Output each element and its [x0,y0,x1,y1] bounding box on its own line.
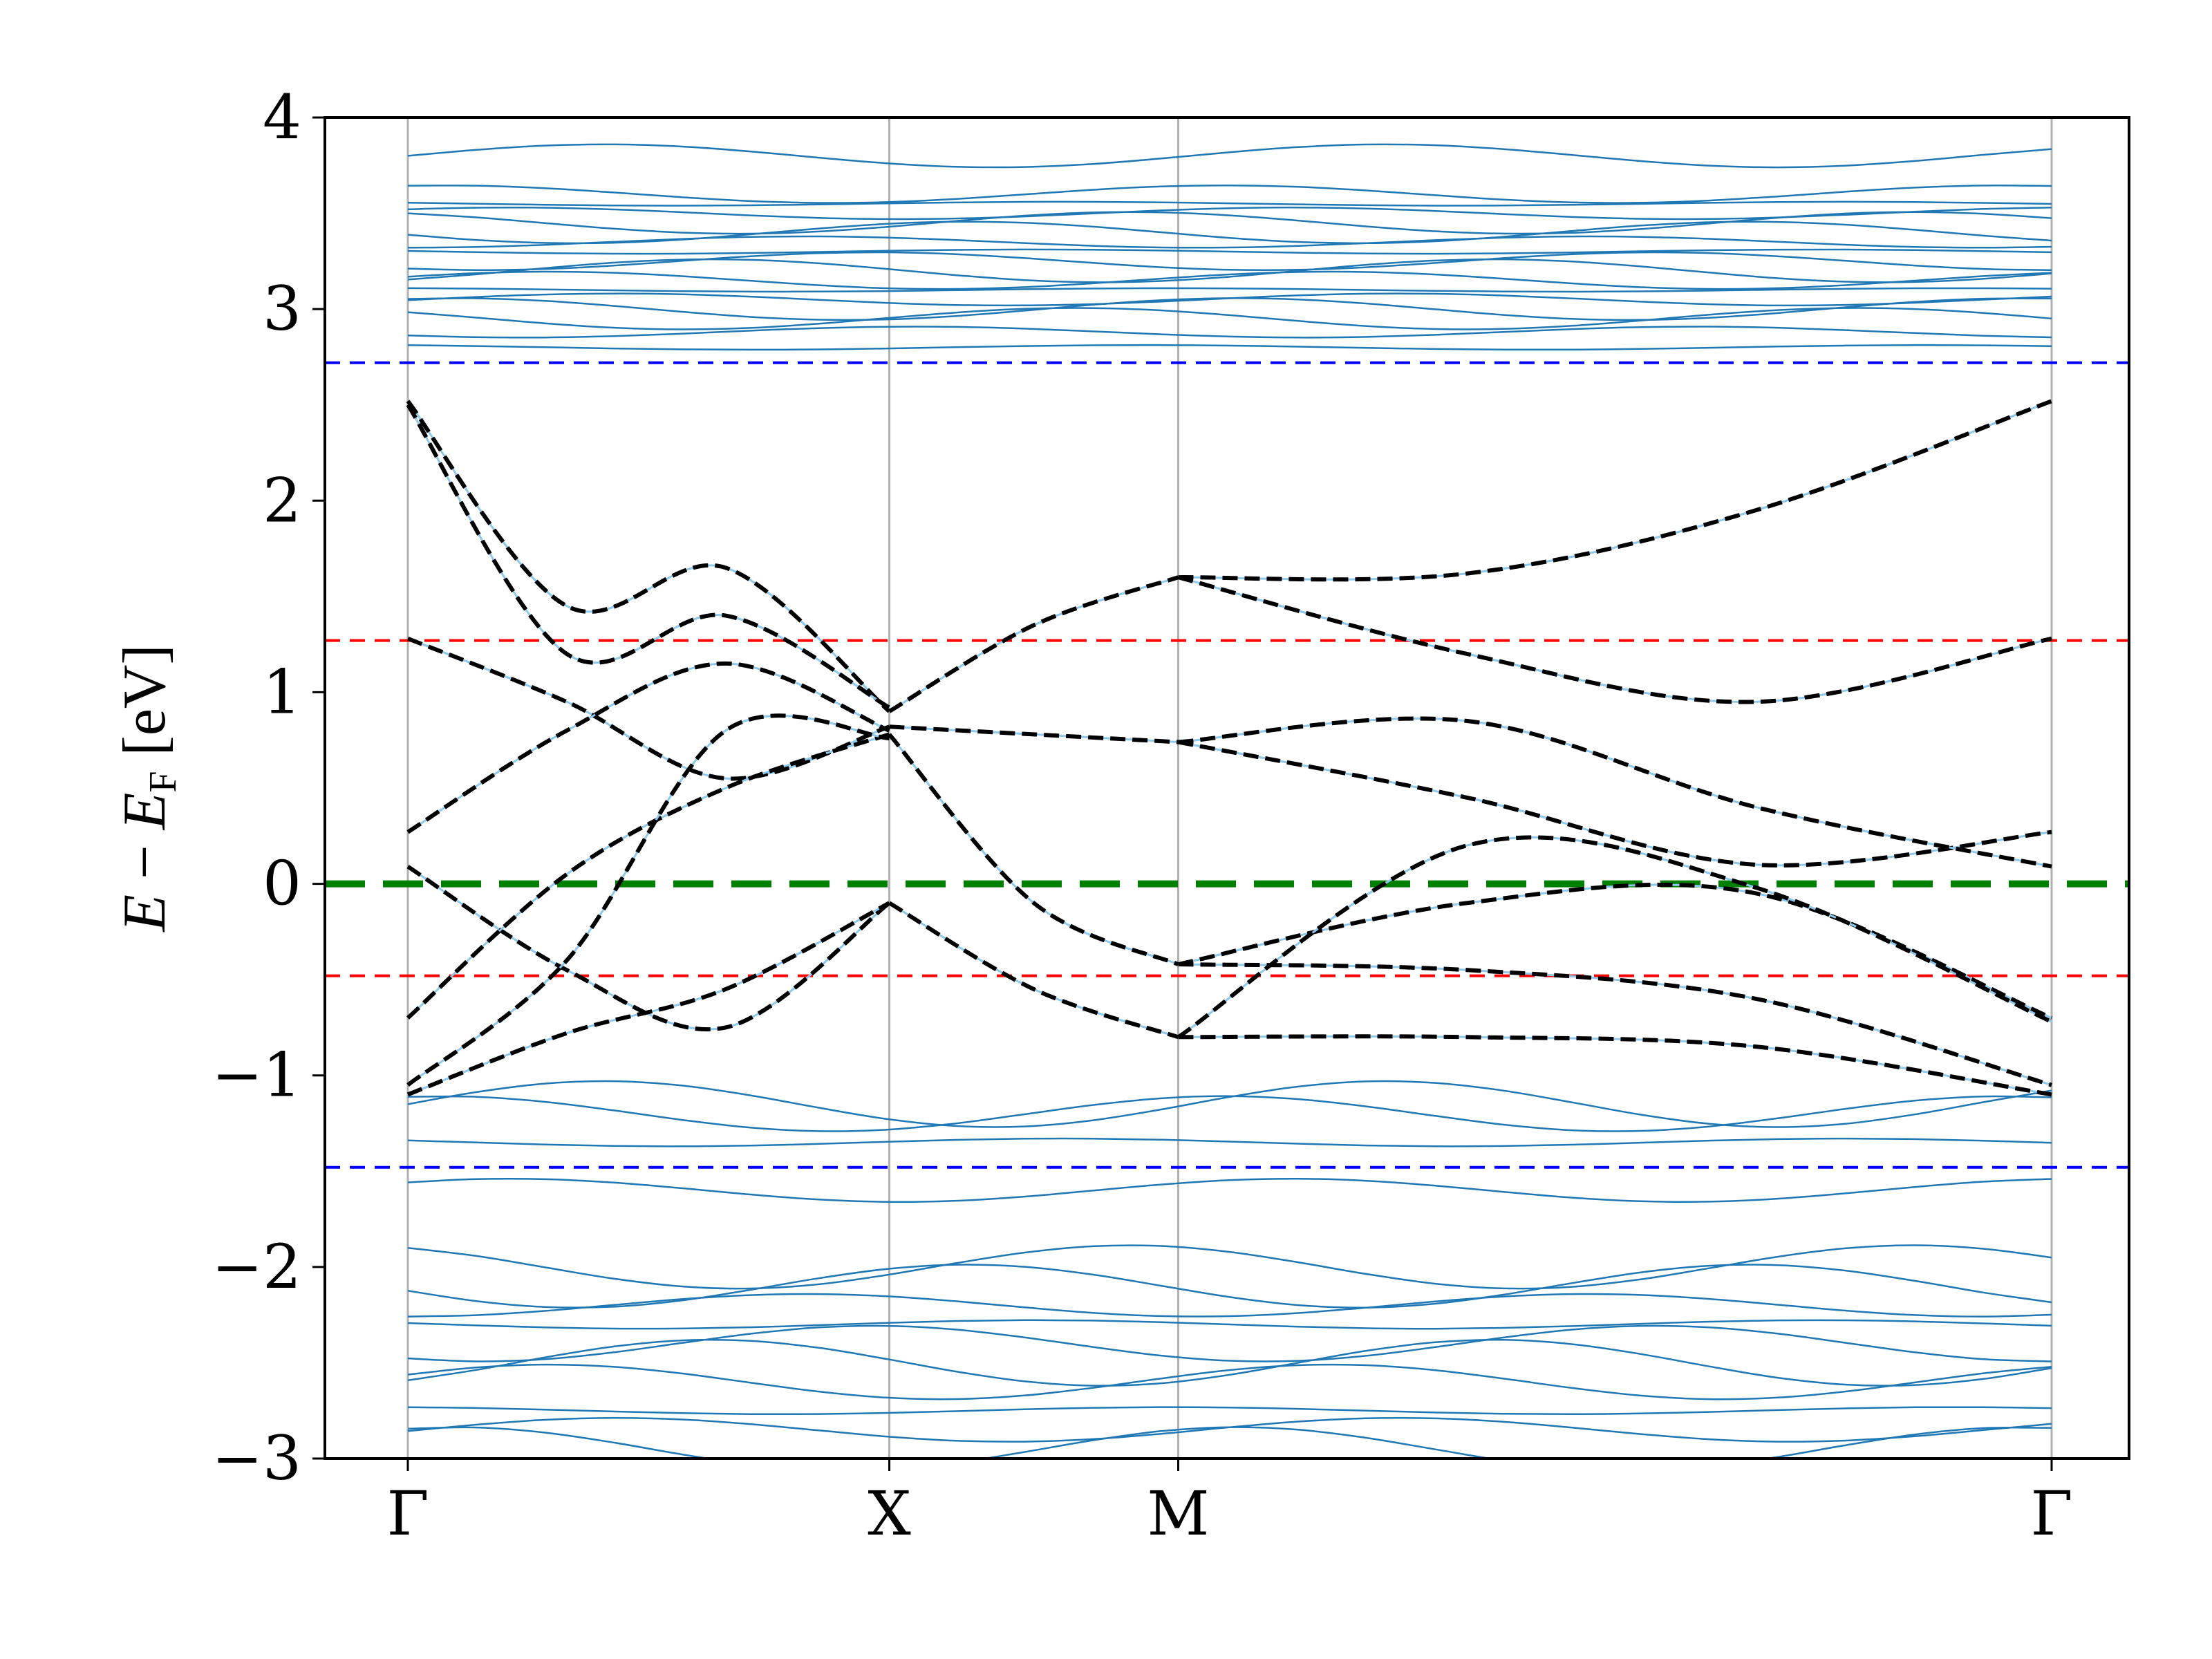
dft-band-lower-13 [407,1426,2052,1459]
wannier-bands [406,399,2053,1097]
dft-band-upper-4 [407,211,2052,235]
dft-bands [407,143,2052,1459]
wannier-band-gx-5 [406,732,890,1020]
wannier-band-mg-0-dft [1178,400,2052,581]
dft-band-upper-11 [407,287,2052,293]
dft-band-upper-15 [407,326,2052,339]
dft-band-lower-1 [407,1095,2052,1132]
dft-band-lower-6 [407,1293,2052,1318]
y-tick-label-1: 3 [263,273,301,344]
wannier-band-gx-4 [406,865,891,1032]
wannier-band-gx-6-dft [407,714,890,1086]
dft-band-lower-0 [407,1080,2052,1128]
dft-band-lower-5 [407,1264,2052,1309]
kpath-lines [406,118,2053,1459]
dft-band-upper-16 [407,344,2052,351]
dft-band-lower-10 [407,1363,2052,1400]
x-tick-label-1: X [868,1478,911,1549]
dft-band-lower-12 [407,1416,2052,1443]
y-tick-label-5: −1 [212,1040,301,1111]
dft-band-lower-8 [407,1324,2052,1362]
dft-band-upper-1 [407,184,2052,204]
wannier-band-mg-4-dft [1178,883,2052,1019]
wannier-band-mg-5-dft [1178,963,2052,1087]
dft-band-upper-9 [407,258,2052,283]
y-tick-label-7: −3 [212,1423,301,1494]
x-tick-label-2: M [1147,1478,1209,1549]
y-axis-label: E − EF [eV] [111,644,185,933]
x-tick-label-3: Γ [2030,1478,2072,1549]
dft-band-upper-8 [407,251,2052,271]
wannier-band-gx-1 [406,404,890,710]
dft-band-upper-13 [407,297,2052,321]
dft-band-lower-9 [407,1338,2052,1387]
wannier-band-xm-1 [889,724,1179,744]
wannier-band-gx-1-dft [406,404,890,709]
dft-band-lower-3 [407,1177,2052,1203]
wannier-band-mg-5 [1178,962,2052,1087]
y-axis-ticks: 4 3 2 1 0 −1 −2 −3 [212,82,325,1494]
wannier-band-xm-0-dft [888,576,1179,713]
dft-band-upper-14 [407,307,2052,330]
dft-band-upper-12 [407,292,2052,307]
wannier-band-xm-3-dft [888,902,1179,1038]
wannier-band-mg-3-dft [1178,717,2052,868]
wannier-band-gx-7 [406,901,890,1097]
wannier-band-mg-0 [1178,399,2053,582]
wannier-band-gx-0 [406,400,891,713]
dft-band-lower-4 [407,1244,2052,1290]
wannier-band-gx-6 [406,713,890,1087]
wannier-band-mg-6 [1178,1034,2052,1097]
dft-band-lower-11 [407,1406,2052,1416]
dft-band-upper-2 [407,200,2052,207]
wannier-band-xm-2 [888,733,1179,966]
plot-frame [324,116,2130,1460]
dft-band-upper-7 [407,248,2052,255]
dft-band-upper-6 [407,235,2052,249]
dft-band-upper-0 [407,143,2052,169]
y-tick-label-0: 4 [263,82,301,153]
reference-lines [325,361,2129,1169]
dft-band-lower-7 [407,1319,2052,1330]
dft-band-upper-3 [407,206,2052,221]
y-tick-label-4: 0 [263,848,301,919]
y-tick-label-2: 2 [263,465,301,536]
wannier-band-mg-7 [1177,835,2053,1039]
wannier-band-mg-3 [1178,716,2052,869]
dft-band-lower-2 [407,1137,2052,1147]
wannier-band-mg-4 [1177,882,2053,1020]
wannier-band-mg-1 [1177,575,2052,704]
dft-band-upper-10 [407,270,2052,290]
x-tick-label-0: Γ [386,1478,429,1549]
wannier-band-mg-2 [1177,740,2052,868]
y-tick-label-6: −2 [212,1231,301,1302]
wannier-band-xm-3 [888,901,1179,1040]
y-tick-label-3: 1 [263,656,301,727]
wannier-band-xm-0 [888,575,1179,713]
wannier-band-gx-3 [406,661,890,834]
